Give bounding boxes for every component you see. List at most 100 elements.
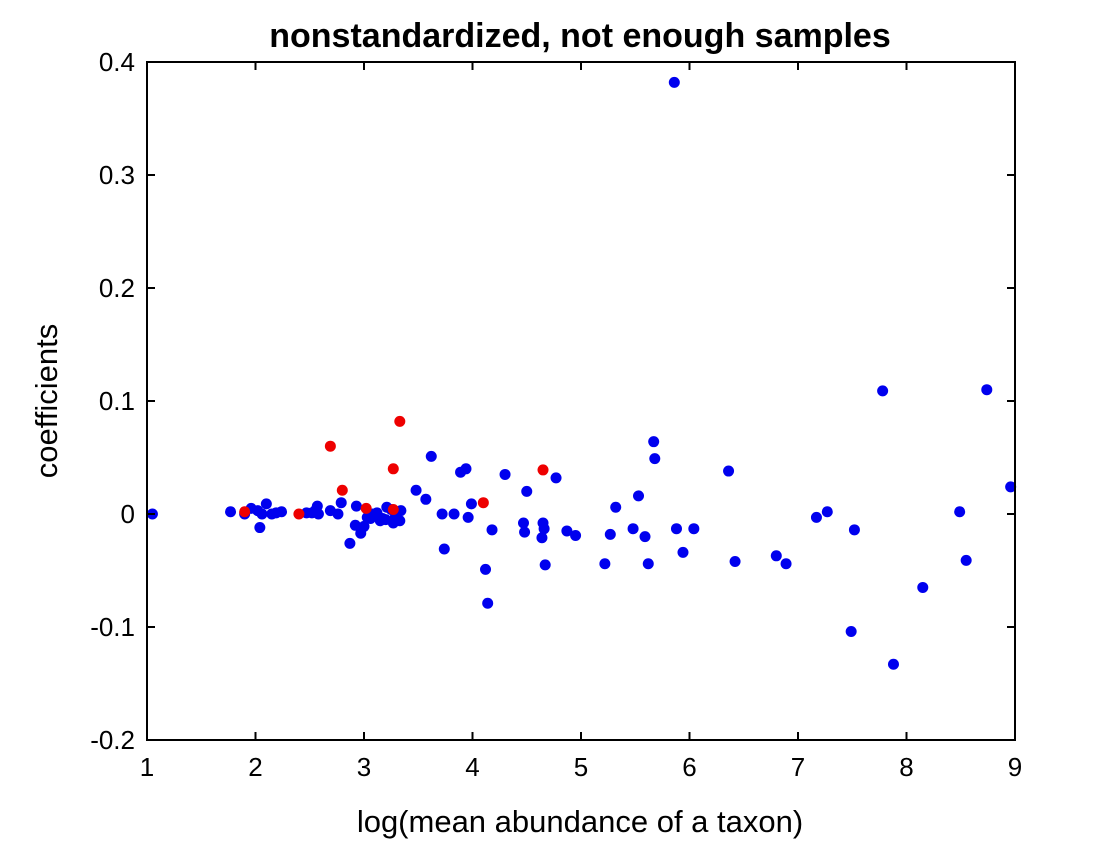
data-point [610,501,622,513]
data-point [729,555,741,567]
x-tick-label: 3 [357,752,371,782]
data-point [448,508,460,520]
data-point [332,508,344,520]
data-point [649,453,661,465]
data-point [486,524,498,536]
x-tick-label: 6 [682,752,696,782]
data-point [324,440,336,452]
x-tick-label: 5 [574,752,588,782]
x-tick-label: 7 [791,752,805,782]
data-point [917,581,929,593]
data-point [570,529,582,541]
y-tick-label: 0 [121,499,135,529]
data-point [312,508,324,520]
data-point [358,520,370,532]
data-point [336,484,348,496]
data-point [539,559,551,571]
data-point [550,472,562,484]
data-point [668,76,680,88]
data-point [360,502,372,514]
data-point [482,597,494,609]
data-point [335,497,347,509]
data-point [810,511,822,523]
data-point [538,523,550,535]
data-point [344,537,356,549]
data-point [349,519,361,531]
data-point [410,484,422,496]
data-point [960,554,972,566]
data-point [394,515,406,527]
data-point [420,493,432,505]
x-tick-label: 4 [465,752,479,782]
data-point [821,506,833,518]
data-point [642,558,654,570]
data-point [677,546,689,558]
data-point [537,464,549,476]
data-point [521,485,533,497]
data-point [877,385,889,397]
data-point [239,506,251,518]
data-point [465,498,477,510]
data-point [627,523,639,535]
chart-title: nonstandardized, not enough samples [269,17,891,55]
data-point [499,468,511,480]
data-point [770,550,782,562]
x-tick-label: 2 [248,752,262,782]
data-point [604,528,616,540]
data-point [633,490,645,502]
data-point [436,508,448,520]
data-point [639,531,651,543]
data-point [350,500,362,512]
data-point [723,465,735,477]
data-point [561,525,573,537]
data-point [225,506,237,518]
data-point [387,463,399,475]
data-point [256,508,268,520]
data-point [780,558,792,570]
y-tick-label: 0.3 [99,160,135,190]
data-point [438,543,450,555]
data-point [954,506,966,518]
data-point [981,384,993,396]
x-axis-label: log(mean abundance of a taxon) [357,804,803,839]
data-point [887,658,899,670]
data-point [387,503,399,515]
data-point [688,523,700,535]
x-tick-label: 9 [1008,752,1022,782]
data-points [146,76,1017,670]
data-point [425,450,437,462]
data-point [394,415,406,427]
data-point [845,626,857,638]
series-0-points [146,76,1017,670]
data-point [599,558,611,570]
axes-box [146,61,1016,741]
data-point [519,526,531,538]
data-point [460,463,472,475]
y-axis-label: coefficients [29,324,64,479]
data-point [477,497,489,509]
data-point [276,506,288,518]
data-point [260,498,272,510]
plot-area [147,62,1015,740]
data-point [536,532,548,544]
data-point [848,524,860,536]
y-tick-label: -0.1 [90,612,135,642]
y-tick-label: 0.4 [99,47,135,77]
data-point [293,508,305,520]
y-tick-label: -0.2 [90,725,135,755]
data-point [670,523,682,535]
data-point [462,511,474,523]
data-point [1005,481,1017,493]
y-tick-label: 0.1 [99,386,135,416]
x-tick-label: 1 [140,752,154,782]
axis-ticks: 1 2 3 4 5 6 7 8 9 -0.2 -0.1 0 0.1 0.2 0.3 0.4 [90,47,1022,782]
series-1-points [239,415,549,520]
x-tick-label: 8 [899,752,913,782]
data-point [480,563,492,575]
y-tick-label: 0.2 [99,273,135,303]
data-point [254,522,266,534]
data-point [517,517,529,529]
data-point [648,436,660,448]
